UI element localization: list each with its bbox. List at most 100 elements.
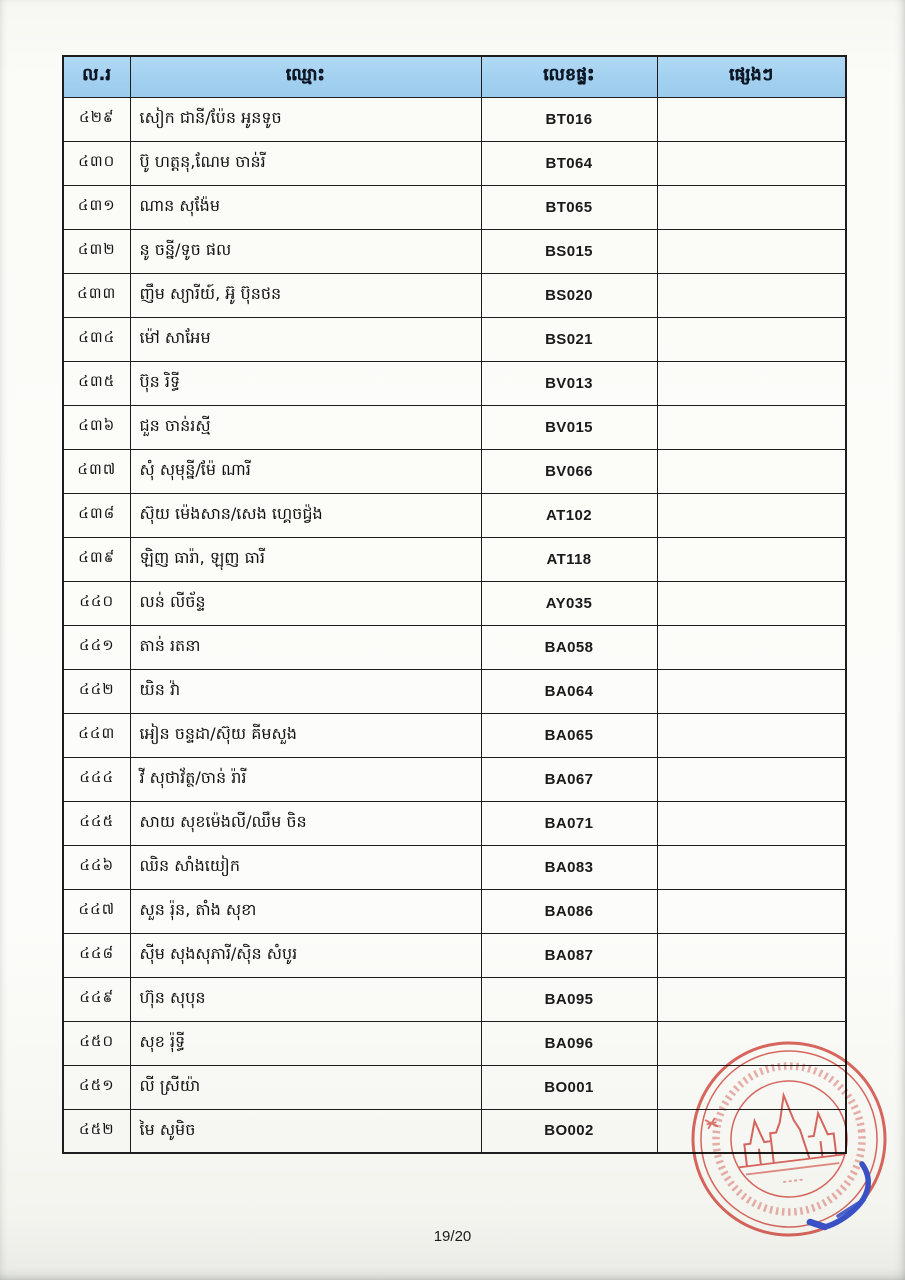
row-number-cell: ៤៣៩ (62, 536, 131, 582)
row-number-cell: ៤៤៤ (62, 756, 131, 802)
row-name-cell: លន់ លីច័ន្ទ (129, 580, 482, 626)
row-note-cell (656, 184, 847, 230)
row-note-cell (656, 976, 847, 1022)
table-row: ៤៤១ តាន់ រតនា BA058 (62, 624, 847, 670)
header-cell-name: ឈ្មោះ (129, 55, 482, 98)
row-number-cell: ៤៤៧ (62, 888, 131, 934)
row-number-cell: ៤៣១ (62, 184, 131, 230)
row-house-code-cell: BV015 (480, 404, 658, 450)
row-house-code-cell: BA096 (480, 1020, 658, 1066)
row-house-code-cell: BA071 (480, 800, 658, 846)
row-name-cell: ស៊ុយ ម៉េងសាន/សេង ហ្គេចជ្វ៉ង (129, 492, 482, 538)
row-number-cell: ៤៤៦ (62, 844, 131, 890)
row-house-code-cell: BA067 (480, 756, 658, 802)
row-note-cell (656, 580, 847, 626)
row-house-code-cell: BS021 (480, 316, 658, 362)
row-name-cell: សុំ សុមុន្នី/ម៉ែ ណារី (129, 448, 482, 494)
row-name-cell: ប៊ូ ហត្តនុ,ណែម ចាន់រី (129, 140, 482, 186)
row-house-code-cell: BT016 (480, 96, 658, 142)
row-number-cell: ៤៥១ (62, 1064, 131, 1110)
row-note-cell (656, 668, 847, 714)
row-house-code-cell: BO002 (480, 1108, 658, 1154)
row-house-code-cell: AT118 (480, 536, 658, 582)
row-note-cell (656, 448, 847, 494)
row-number-cell: ៤៣២ (62, 228, 131, 274)
table-row: ៤៥២ មៃ សូមិច BO002 (62, 1108, 847, 1154)
row-house-code-cell: BT065 (480, 184, 658, 230)
row-note-cell (656, 712, 847, 758)
row-house-code-cell: BA095 (480, 976, 658, 1022)
row-number-cell: ៤៤៩ (62, 976, 131, 1022)
row-note-cell (656, 932, 847, 978)
row-number-cell: ៤៤០ (62, 580, 131, 626)
row-number-cell: ៤៣៣ (62, 272, 131, 318)
row-number-cell: ៤៤១ (62, 624, 131, 670)
row-note-cell (656, 360, 847, 406)
row-note-cell (656, 140, 847, 186)
table-row: ៤៣៣ ញឹម ស្យារីយ៍, អ៊ូ ប៊ុនថន BS020 (62, 272, 847, 318)
row-house-code-cell: BV066 (480, 448, 658, 494)
header-cell-number: ល.រ (62, 55, 131, 98)
row-number-cell: ៤២៩ (62, 96, 131, 142)
row-name-cell: វី សុថាវ័ត្ថ/ចាន់ រ៉ារី (129, 756, 482, 802)
row-note-cell (656, 536, 847, 582)
row-house-code-cell: BA058 (480, 624, 658, 670)
row-house-code-cell: BT064 (480, 140, 658, 186)
table-header: ល.រ ឈ្មោះ លេខផ្ទះ ផ្សេងៗ (62, 55, 847, 98)
header-cell-other: ផ្សេងៗ (656, 55, 847, 98)
table-row: ៤៣៨ ស៊ុយ ម៉េងសាន/សេង ហ្គេចជ្វ៉ង AT102 (62, 492, 847, 538)
row-name-cell: ញឹម ស្យារីយ៍, អ៊ូ ប៊ុនថន (129, 272, 482, 318)
row-name-cell: ហ៊ុន សុបុន (129, 976, 482, 1022)
row-name-cell: ណាន សុង៉ែម (129, 184, 482, 230)
row-house-code-cell: BA087 (480, 932, 658, 978)
table-row: ៤៤៨ ស៊ីម សុងសុភារី/ស៊ិន សំបូរ BA087 (62, 932, 847, 978)
row-note-cell (656, 800, 847, 846)
row-house-code-cell: AT102 (480, 492, 658, 538)
row-note-cell (656, 1064, 847, 1110)
row-name-cell: ឈិន សាំងយៀក (129, 844, 482, 890)
row-name-cell: មៃ សូមិច (129, 1108, 482, 1154)
table-row: ៤៥០ សុខ រ៉ុទ្ធី BA096 (62, 1020, 847, 1066)
row-house-code-cell: BS015 (480, 228, 658, 274)
row-number-cell: ៤៤២ (62, 668, 131, 714)
row-name-cell: ឡិញ ធារ៉ា, ឡុញ ធារី (129, 536, 482, 582)
row-number-cell: ៤៣៧ (62, 448, 131, 494)
row-house-code-cell: BO001 (480, 1064, 658, 1110)
table-row: ៤៤៥ សាយ សុខម៉េងលី/ឈឹម ចិន BA071 (62, 800, 847, 846)
row-note-cell (656, 756, 847, 802)
row-number-cell: ៤៥២ (62, 1108, 131, 1154)
table-row: ៤៣០ ប៊ូ ហត្តនុ,ណែម ចាន់រី BT064 (62, 140, 847, 186)
row-name-cell: សៀក ជានី/ប៉ែន អូនទូច (129, 96, 482, 142)
table-row: ៤៣៩ ឡិញ ធារ៉ា, ឡុញ ធារី AT118 (62, 536, 847, 582)
row-house-code-cell: BS020 (480, 272, 658, 318)
row-house-code-cell: BA083 (480, 844, 658, 890)
row-name-cell: សុខ រ៉ុទ្ធី (129, 1020, 482, 1066)
row-number-cell: ៤៤៨ (62, 932, 131, 978)
residents-table: ល.រ ឈ្មោះ លេខផ្ទះ ផ្សេងៗ ៤២៩ សៀក ជានី/ប៉… (62, 55, 847, 1154)
row-note-cell (656, 1108, 847, 1154)
row-name-cell: ប៊ុន រិទ្ធី (129, 360, 482, 406)
row-number-cell: ៤៤៣ (62, 712, 131, 758)
row-number-cell: ៤៣០ (62, 140, 131, 186)
row-name-cell: សាយ សុខម៉េងលី/ឈឹម ចិន (129, 800, 482, 846)
table-row: ៤៤៤ វី សុថាវ័ត្ថ/ចាន់ រ៉ារី BA067 (62, 756, 847, 802)
table-row: ៤៤០ លន់ លីច័ន្ទ AY035 (62, 580, 847, 626)
row-house-code-cell: BV013 (480, 360, 658, 406)
row-house-code-cell: AY035 (480, 580, 658, 626)
row-name-cell: ជួន ចាន់រស្មី (129, 404, 482, 450)
row-note-cell (656, 492, 847, 538)
row-note-cell (656, 228, 847, 274)
row-name-cell: សួន រ៉ុន, តាំង សុខា (129, 888, 482, 934)
row-note-cell (656, 316, 847, 362)
table-body: ៤២៩ សៀក ជានី/ប៉ែន អូនទូច BT016 ៤៣០ ប៊ូ ហ… (62, 96, 847, 1154)
row-house-code-cell: BA086 (480, 888, 658, 934)
table-row: ៤៣១ ណាន សុង៉ែម BT065 (62, 184, 847, 230)
table-row: ៤៣៦ ជួន ចាន់រស្មី BV015 (62, 404, 847, 450)
row-number-cell: ៤៣៤ (62, 316, 131, 362)
header-cell-house-number: លេខផ្ទះ (480, 55, 658, 98)
table-row: ៤៣៤ ម៉ៅ សាអែម BS021 (62, 316, 847, 362)
row-name-cell: តាន់ រតនា (129, 624, 482, 670)
row-number-cell: ៤៣៦ (62, 404, 131, 450)
table-row: ៤៤៧ សួន រ៉ុន, តាំង សុខា BA086 (62, 888, 847, 934)
row-number-cell: ៤៣៥ (62, 360, 131, 406)
